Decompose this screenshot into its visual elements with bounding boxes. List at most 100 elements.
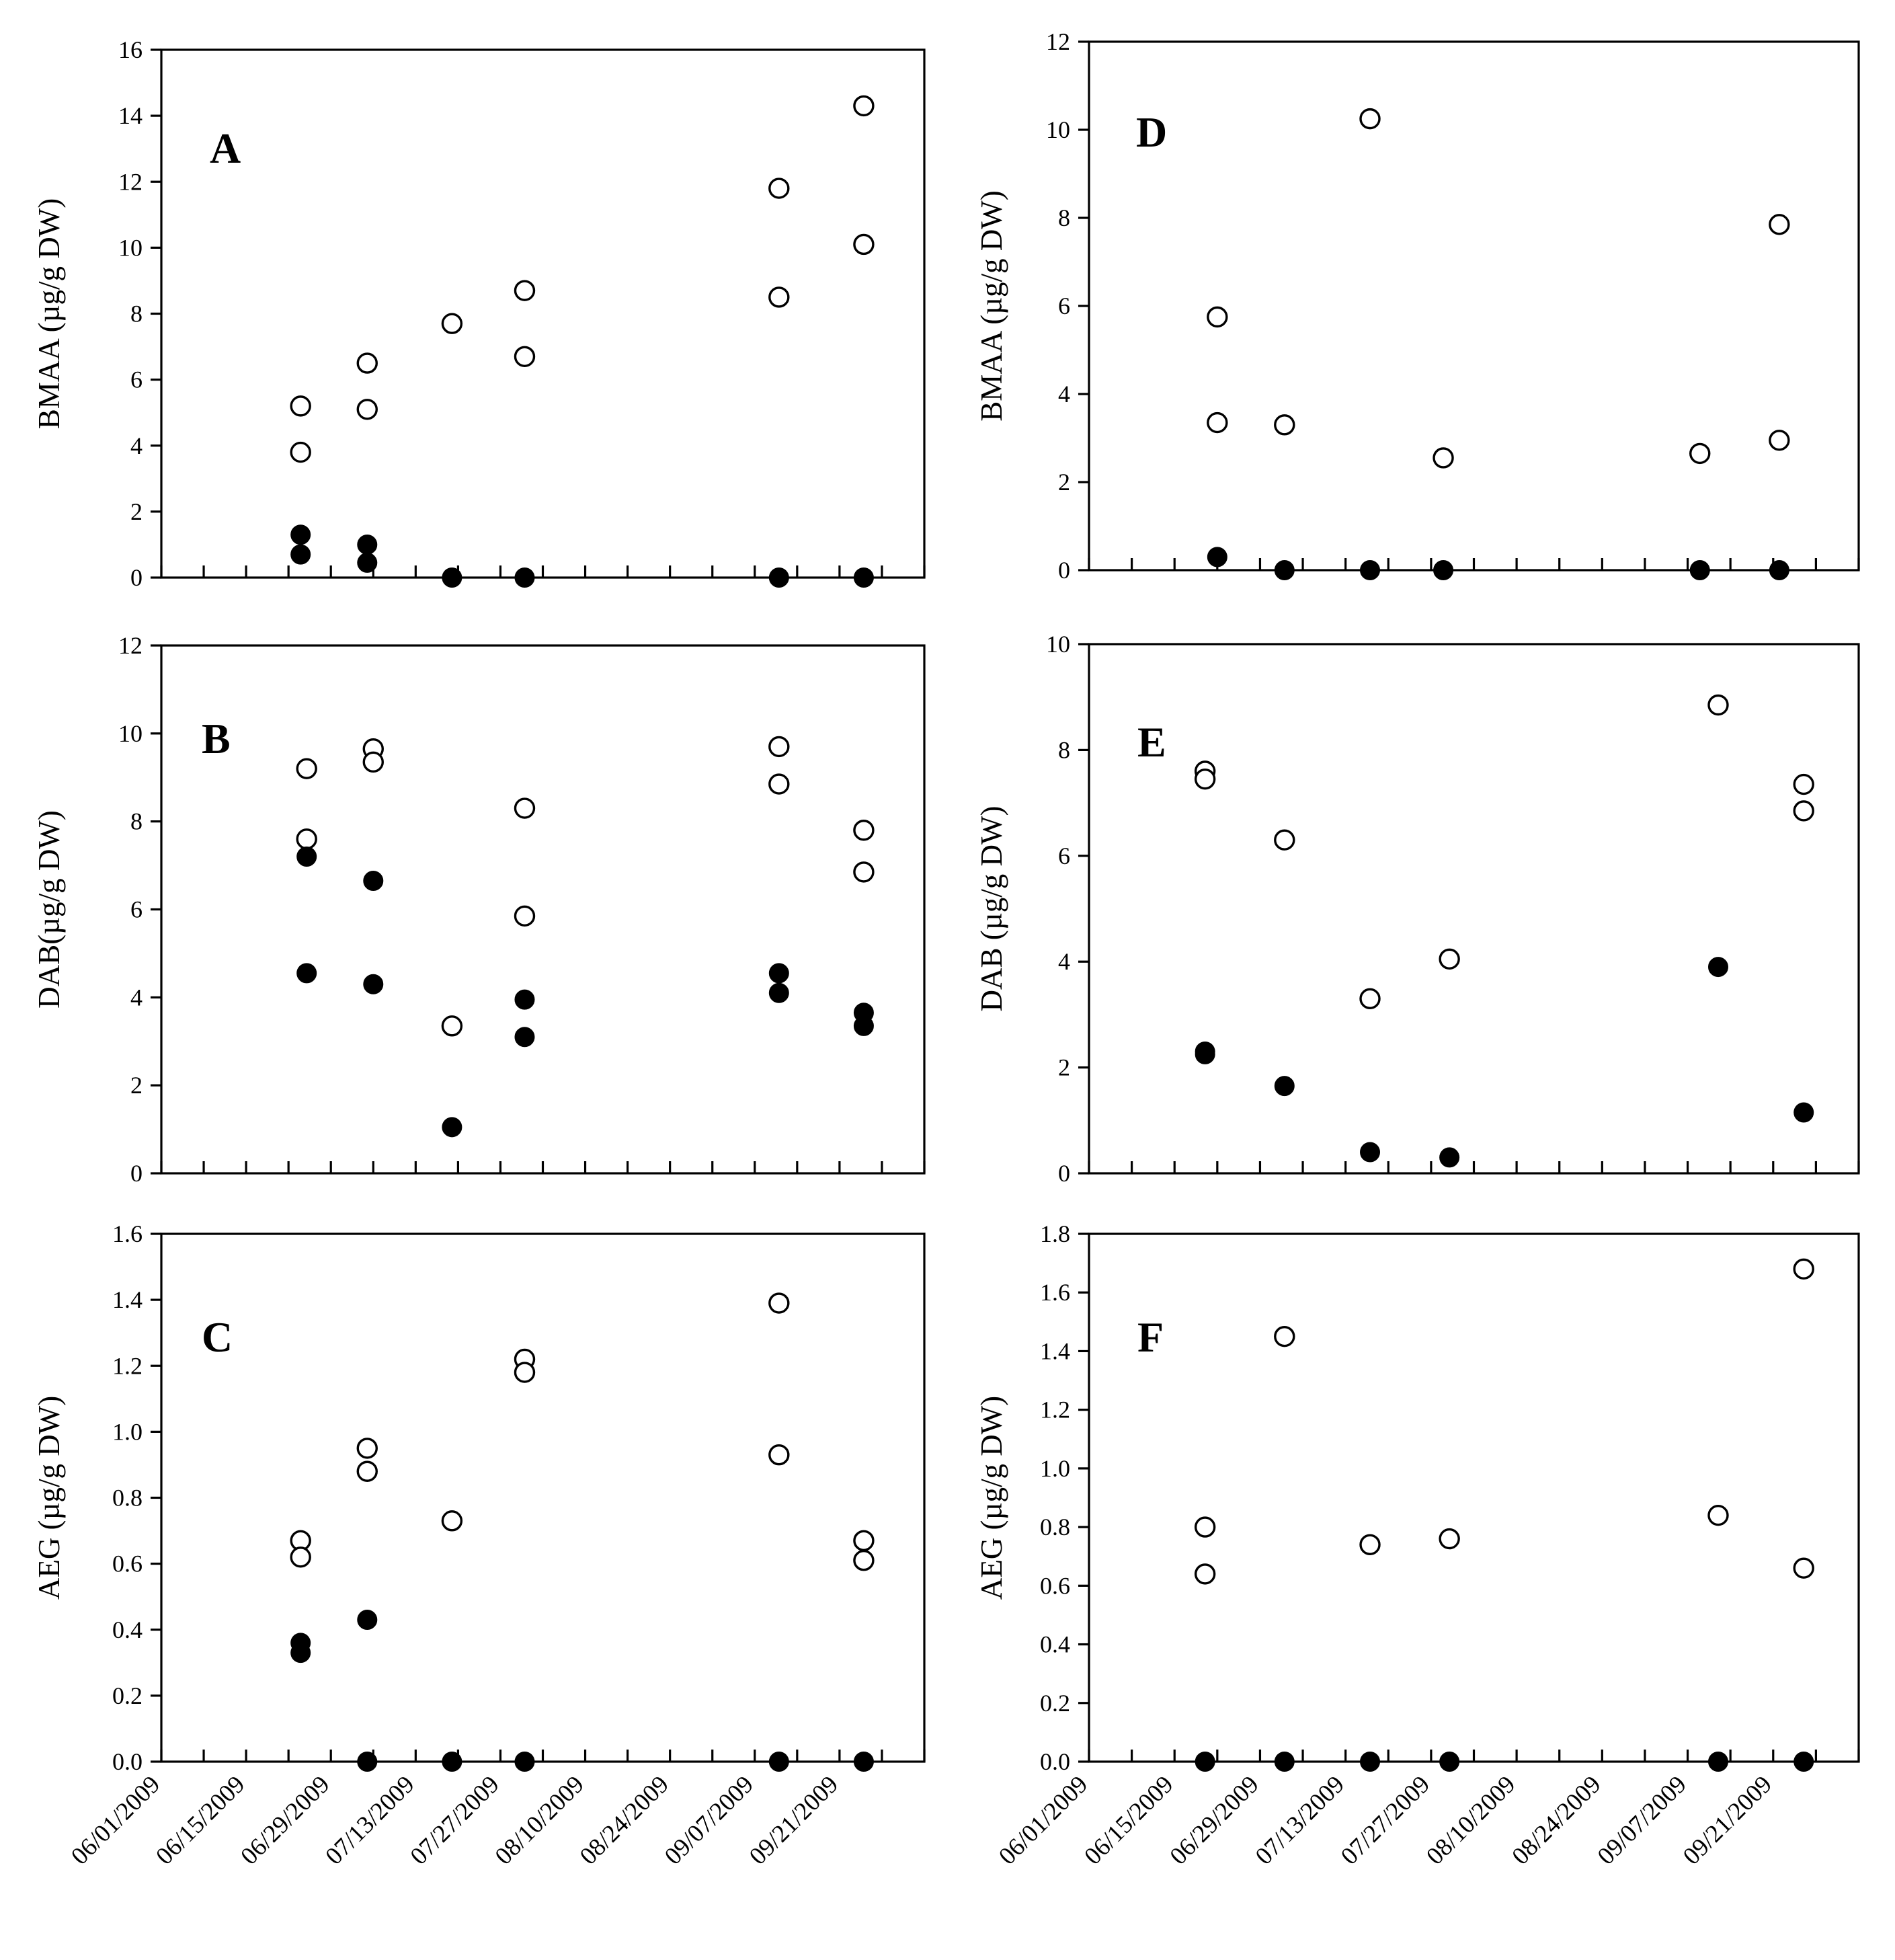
panel-d-point-filled [1433, 560, 1454, 580]
panel-c-ytick-label: 0.8 [112, 1485, 143, 1512]
panel-a-y-axis-title: BMAA (µg/g DW) [32, 198, 66, 429]
panel-f-point-open [1359, 1534, 1381, 1555]
panel-a-ytick-label: 4 [130, 432, 143, 459]
panel-d-point-open [1433, 447, 1454, 469]
panel-a-point-open [441, 313, 463, 334]
panel-f-ytick-label: 0.6 [1040, 1572, 1070, 1599]
panel-f-point-open [1707, 1504, 1729, 1526]
panel-a-point-filled [290, 524, 311, 545]
panel-d-ytick-label: 4 [1058, 381, 1070, 407]
panel-a-ytick-label: 16 [118, 36, 143, 63]
panel-a-point-filled [290, 544, 311, 565]
panel-d-label: D [1136, 108, 1167, 156]
panel-f-point-open [1274, 1325, 1295, 1347]
panel-c-ytick-label: 1.2 [112, 1352, 143, 1379]
panel-e-point-filled [1360, 1142, 1381, 1163]
panel-f-xtick-label: 09/21/2009 [1678, 1770, 1777, 1870]
panel-f-point-filled [1793, 1752, 1814, 1772]
panel-f-ytick-label: 1.0 [1040, 1455, 1070, 1482]
panel-e-point-filled [1195, 1044, 1215, 1064]
panel-c-label: C [202, 1313, 233, 1361]
panel-c-point-open [441, 1510, 463, 1532]
panel-a-point-filled [357, 552, 378, 573]
panel-b-point-filled [296, 963, 317, 984]
panel-f-point-filled [1707, 1752, 1728, 1772]
panel-b-point-open [296, 828, 317, 850]
panel-c-ytick-label: 0.4 [112, 1616, 143, 1643]
panel-b-point-open [514, 797, 536, 819]
panel-f-ytick-label: 1.8 [1040, 1220, 1070, 1247]
panel-d-point-open [1359, 108, 1381, 130]
panel-c-xtick-label: 07/13/2009 [321, 1770, 420, 1870]
panel-a-ytick-label: 12 [118, 168, 143, 195]
panel-e-point-open [1439, 948, 1460, 970]
panel-f-point-filled [1274, 1752, 1295, 1772]
panel-a-ytick-label: 14 [118, 102, 143, 129]
panel-a: 0 2 4 6 8 10 12 14 16 BMAA (µg/g DW) A [32, 36, 926, 591]
panel-a-point-filled [442, 567, 462, 588]
panel-d-point-filled [1769, 560, 1789, 580]
panel-e-ytick-label: 6 [1058, 842, 1070, 869]
panel-f-xtick-label: 07/27/2009 [1336, 1770, 1435, 1870]
panel-e-point-open [1707, 694, 1729, 716]
panel-e: 0 2 4 6 8 10 DAB (µg/g DW) E [975, 631, 1860, 1187]
panel-c-point-open [853, 1530, 875, 1551]
panel-c-xtick-label: 08/24/2009 [575, 1770, 674, 1870]
panel-b-point-filled [442, 1117, 462, 1138]
panel-b-point-filled [514, 989, 535, 1010]
panel-b-label: B [202, 715, 231, 762]
panel-f-xtick-label: 08/24/2009 [1507, 1770, 1607, 1870]
panel-f-xtick-label: 08/10/2009 [1421, 1770, 1521, 1870]
panel-e-point-open [1793, 800, 1814, 822]
panel-c-ytick-label: 0.2 [112, 1682, 143, 1709]
panel-a-point-filled [853, 567, 874, 588]
panel-a-point-open [768, 178, 790, 199]
panel-d: 0 2 4 6 8 10 12 BMAA (µg/g DW) D [975, 28, 1860, 584]
panel-e-y-axis-title: DAB (µg/g DW) [975, 806, 1008, 1012]
panel-b-point-open [768, 736, 790, 758]
panel-e-point-open [1359, 988, 1381, 1009]
panel-a-frame [160, 48, 926, 579]
panel-c-point-filled [290, 1643, 311, 1663]
panel-a-point-open [356, 352, 378, 374]
panel-f-ytick-label: 0.4 [1040, 1631, 1070, 1658]
panel-f-point-open [1439, 1528, 1460, 1550]
panel-c-frame [160, 1232, 926, 1763]
panel-e-ytick-label: 10 [1046, 631, 1070, 658]
panel-c-point-filled [442, 1752, 462, 1772]
panel-f-ytick-label: 1.2 [1040, 1397, 1070, 1423]
panel-a-point-open [290, 395, 311, 417]
panel-c-point-open [290, 1546, 311, 1568]
panel-f: 0.0 0.2 0.4 0.6 0.8 1.0 1.2 1.4 1.6 1.8 06/01/2009… [975, 1220, 1860, 1871]
panel-b-ytick-label: 10 [118, 720, 143, 747]
panel-c-point-open [768, 1444, 790, 1466]
panel-c-ytick-label: 0.6 [112, 1551, 143, 1577]
panel-a-point-filled [768, 567, 789, 588]
panel-d-ytick-label: 10 [1046, 116, 1070, 143]
panel-a-point-open [853, 95, 875, 117]
panel-f-xtick-label: 06/15/2009 [1079, 1770, 1178, 1870]
panel-c-y-axis-title: AEG (µg/g DW) [32, 1396, 66, 1600]
panel-d-point-open [1274, 414, 1295, 436]
panel-b-point-open [441, 1015, 463, 1037]
panel-c-xtick-label: 09/07/2009 [659, 1770, 759, 1870]
panel-c-point-open [356, 1460, 378, 1482]
panel-b-ytick-label: 2 [130, 1072, 143, 1099]
panel-d-ytick-label: 2 [1058, 469, 1070, 496]
panel-d-point-filled [1274, 560, 1295, 580]
panel-c-ytick-label: 0.0 [112, 1748, 143, 1775]
panel-f-xtick-label: 07/13/2009 [1250, 1770, 1350, 1870]
panel-a-point-open [768, 286, 790, 308]
panel-b: 0 2 4 6 8 10 12 DAB(µg/g DW) B [32, 632, 926, 1187]
panel-f-ytick-label: 0.0 [1040, 1748, 1070, 1775]
panel-c-ytick-label: 1.6 [112, 1220, 143, 1247]
panel-b-point-open [514, 905, 536, 927]
panel-a-point-open [356, 399, 378, 420]
panel-e-ytick-label: 0 [1058, 1160, 1070, 1187]
panel-f-point-filled [1195, 1752, 1215, 1772]
panel-c-xtick-label: 09/21/2009 [744, 1770, 844, 1870]
panel-b-ytick-label: 0 [130, 1160, 143, 1187]
panel-a-ytick-label: 10 [118, 234, 143, 261]
panel-a-label: A [210, 124, 241, 172]
